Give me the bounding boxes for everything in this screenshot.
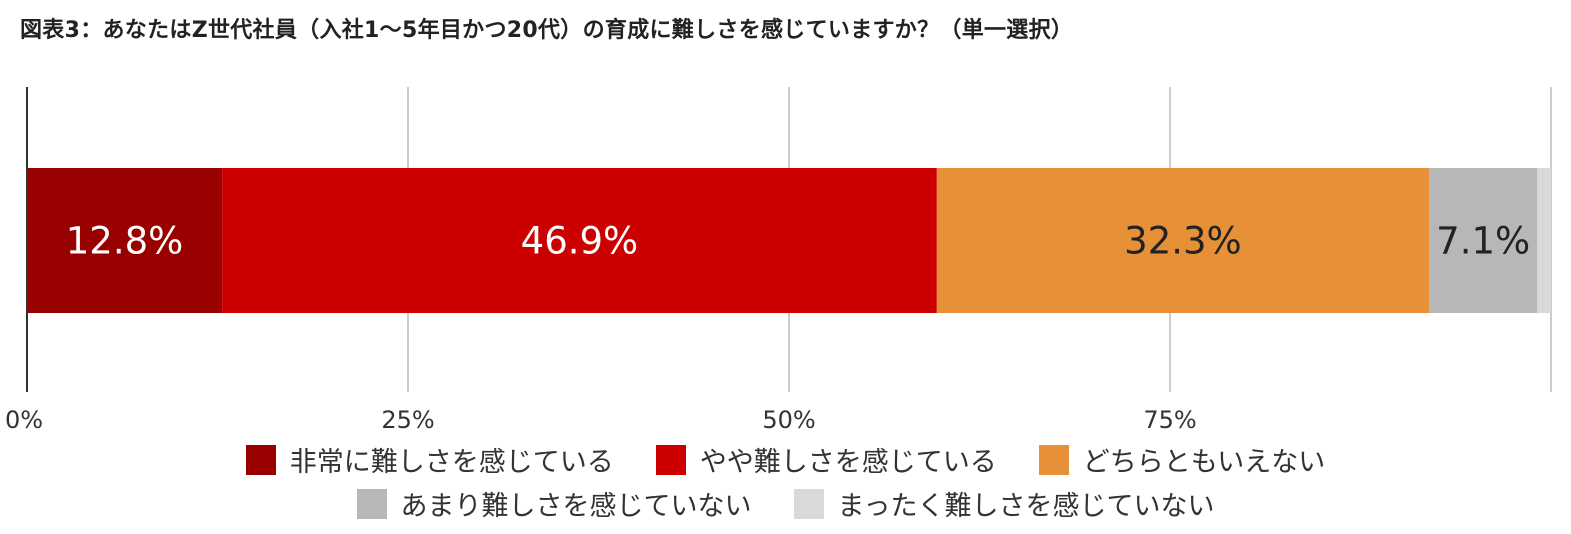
legend-swatch xyxy=(793,488,824,519)
bar-segment xyxy=(1429,168,1538,313)
x-tick-label: 75% xyxy=(1143,406,1196,434)
legend-label: やや難しさを感じている xyxy=(699,447,997,478)
x-tick-label: 0% xyxy=(5,406,43,434)
legend-label: あまり難しさを感じていない xyxy=(400,491,752,522)
data-label: 12.8% xyxy=(66,220,184,263)
data-labels: 12.8% 46.9% 32.3% 7.1% xyxy=(66,220,1530,263)
legend-swatch xyxy=(655,444,686,475)
legend-label: まったく難しさを感じていない xyxy=(837,491,1215,522)
legend-swatch xyxy=(1038,444,1069,475)
chart-plot: 12.8% 46.9% 32.3% 7.1% 0% 25% 50% 75% xyxy=(5,87,1552,434)
legend-item: 非常に難しさを感じている xyxy=(245,440,614,479)
data-label: 7.1% xyxy=(1436,220,1530,263)
x-tick-label: 25% xyxy=(381,406,434,434)
bar-segment xyxy=(936,168,1430,313)
bar-segments xyxy=(27,168,1551,313)
data-label: 32.3% xyxy=(1124,220,1242,263)
legend-item: まったく難しさを感じていない xyxy=(793,484,1215,523)
legend-label: 非常に難しさを感じている xyxy=(289,447,614,478)
legend-item: やや難しさを感じている xyxy=(655,440,997,479)
legend-swatch xyxy=(356,488,387,519)
legend-label: どちらともいえない xyxy=(1082,447,1326,478)
x-tick-labels: 0% 25% 50% 75% xyxy=(5,406,1197,434)
bar-segment xyxy=(1537,168,1551,313)
bar-segment xyxy=(27,168,223,313)
legend-swatch xyxy=(245,444,276,475)
chart-title: 図表3：あなたはZ世代社員（入社1〜5年目かつ20代）の育成に難しさを感じていま… xyxy=(20,18,1074,43)
legend-item: あまり難しさを感じていない xyxy=(356,484,752,523)
bar-segment xyxy=(222,168,937,313)
x-tick-label: 50% xyxy=(762,406,815,434)
legend-row-1: 非常に難しさを感じている やや難しさを感じている どちらともいえない xyxy=(0,440,1571,479)
legend-item: どちらともいえない xyxy=(1038,440,1326,479)
legend-row-2: あまり難しさを感じていない まったく難しさを感じていない xyxy=(0,484,1571,523)
data-label: 46.9% xyxy=(521,220,639,263)
